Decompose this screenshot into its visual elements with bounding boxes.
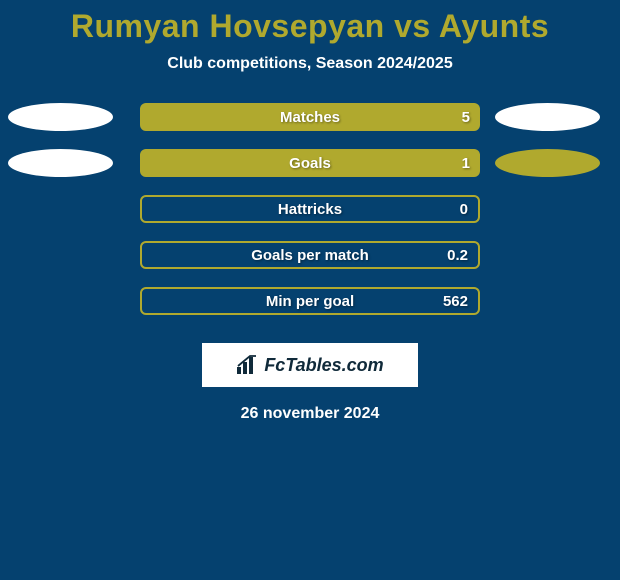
stat-label: Matches	[280, 109, 340, 126]
stat-label: Min per goal	[266, 293, 354, 310]
stat-bar: Goals per match 0.2	[140, 241, 480, 269]
right-ellipse	[495, 103, 600, 131]
stat-value: 562	[443, 293, 468, 310]
stat-value: 0	[460, 201, 468, 218]
stat-rows: Matches 5 Goals 1 Hattricks 0 Goals per match 0…	[0, 103, 620, 315]
stat-value: 5	[462, 109, 470, 126]
stat-value: 0.2	[447, 247, 468, 264]
stat-row: Hattricks 0	[0, 195, 620, 223]
stat-bar: Min per goal 562	[140, 287, 480, 315]
comparison-card: Rumyan Hovsepyan vs Ayunts Club competit…	[0, 0, 620, 580]
stat-label: Hattricks	[278, 201, 342, 218]
subtitle: Club competitions, Season 2024/2025	[0, 55, 620, 73]
stat-row: Goals per match 0.2	[0, 241, 620, 269]
stat-row: Goals 1	[0, 149, 620, 177]
date-stamp: 26 november 2024	[0, 405, 620, 423]
stat-value: 1	[462, 155, 470, 172]
left-ellipse	[8, 103, 113, 131]
logo-box[interactable]: FcTables.com	[202, 343, 418, 387]
stat-row: Min per goal 562	[0, 287, 620, 315]
stat-label: Goals	[289, 155, 331, 172]
stat-label: Goals per match	[251, 247, 369, 264]
logo-text: FcTables.com	[264, 355, 383, 376]
bar-chart-icon	[236, 355, 258, 375]
left-ellipse	[8, 149, 113, 177]
stat-bar: Hattricks 0	[140, 195, 480, 223]
right-ellipse	[495, 149, 600, 177]
stat-row: Matches 5	[0, 103, 620, 131]
stat-bar: Matches 5	[140, 103, 480, 131]
stat-bar: Goals 1	[140, 149, 480, 177]
page-title: Rumyan Hovsepyan vs Ayunts	[0, 8, 620, 45]
